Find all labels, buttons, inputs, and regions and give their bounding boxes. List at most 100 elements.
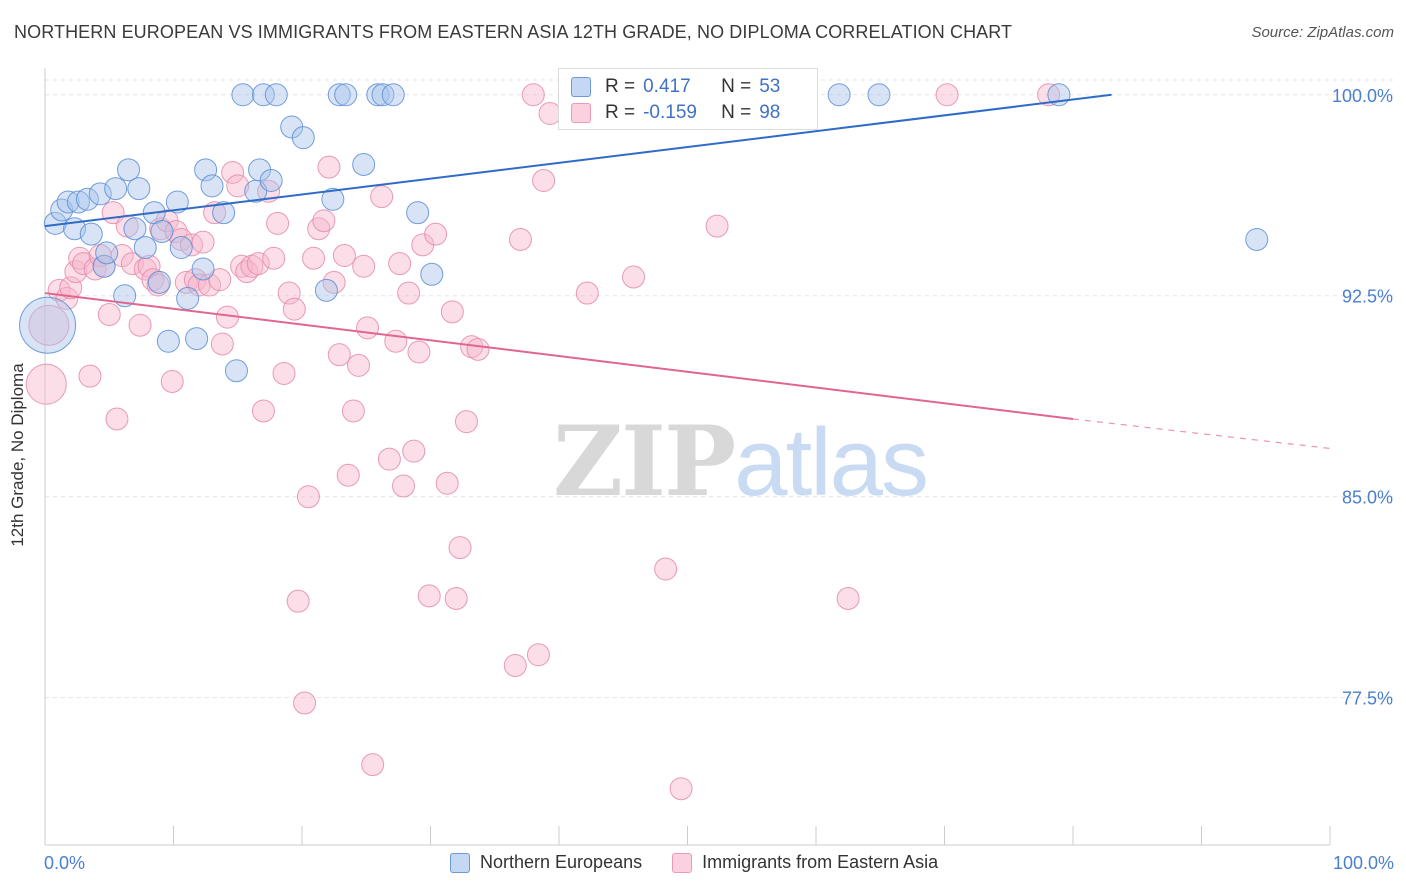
point-immigrants-eastern-asia: [356, 316, 380, 340]
gridlines: [45, 79, 1395, 699]
point-northern-europeans: [147, 270, 171, 294]
point-immigrants-eastern-asia: [521, 83, 545, 107]
point-northern-europeans: [165, 190, 189, 214]
point-northern-europeans: [352, 152, 376, 176]
point-northern-europeans: [321, 187, 345, 211]
point-northern-europeans: [291, 126, 315, 150]
point-immigrants-eastern-asia: [28, 304, 70, 346]
point-immigrants-eastern-asia: [466, 337, 490, 361]
point-northern-europeans: [371, 83, 395, 107]
point-immigrants-eastern-asia: [317, 155, 341, 179]
point-immigrants-eastern-asia: [347, 353, 371, 377]
stats-r-value: -0.159: [643, 102, 697, 123]
x-tick-label-min: 0.0%: [44, 853, 86, 873]
point-northern-europeans: [66, 190, 90, 214]
point-northern-europeans: [176, 286, 200, 310]
point-immigrants-eastern-asia: [448, 536, 472, 560]
y-tick-label: 85.0%: [1342, 488, 1393, 508]
point-northern-europeans: [75, 187, 99, 211]
point-immigrants-eastern-asia: [105, 407, 129, 431]
point-northern-europeans: [123, 217, 147, 241]
point-immigrants-eastern-asia: [272, 361, 296, 385]
point-immigrants-eastern-asia: [327, 343, 351, 367]
point-immigrants-eastern-asia: [654, 557, 678, 581]
legend-item-northern-europeans: Northern Europeans: [450, 852, 642, 873]
point-immigrants-eastern-asia: [262, 246, 286, 270]
point-immigrants-eastern-asia: [384, 329, 408, 353]
stats-legend: R = 0.417 N = 53 R = -0.159 N = 98: [558, 68, 818, 130]
point-northern-europeans: [334, 83, 358, 107]
legend-item-immigrants-eastern-asia: Immigrants from Eastern Asia: [672, 852, 938, 873]
point-northern-europeans: [327, 83, 351, 107]
point-immigrants-eastern-asia: [424, 222, 448, 246]
series-northern-europeans: [19, 80, 1269, 383]
point-immigrants-eastern-asia: [312, 209, 336, 233]
point-immigrants-eastern-asia: [302, 246, 326, 270]
point-northern-europeans: [19, 296, 77, 354]
point-immigrants-eastern-asia: [377, 447, 401, 471]
legend-label-northern-europeans: Northern Europeans: [480, 852, 643, 872]
point-northern-europeans: [117, 158, 141, 182]
point-immigrants-eastern-asia: [83, 257, 107, 281]
point-immigrants-eastern-asia: [341, 399, 365, 423]
point-immigrants-eastern-asia: [407, 340, 431, 364]
stats-n-value: 98: [759, 102, 781, 123]
point-immigrants-eastern-asia: [361, 753, 385, 777]
y-tick-label: 92.5%: [1342, 287, 1393, 307]
point-northern-europeans: [867, 83, 891, 107]
point-immigrants-eastern-asia: [210, 332, 234, 356]
trend-lines: [44, 93, 1331, 450]
point-immigrants-eastern-asia: [836, 587, 860, 611]
point-northern-europeans: [169, 236, 193, 260]
point-immigrants-eastern-asia: [208, 268, 232, 292]
point-immigrants-eastern-asia: [246, 252, 270, 276]
legend-swatch-pink: [672, 852, 693, 873]
point-immigrants-eastern-asia: [503, 653, 527, 677]
point-northern-europeans: [212, 201, 236, 225]
point-northern-europeans: [133, 236, 157, 260]
point-northern-europeans: [420, 262, 444, 286]
point-northern-europeans: [95, 241, 119, 265]
point-immigrants-eastern-asia: [78, 364, 102, 388]
point-immigrants-eastern-asia: [221, 160, 245, 184]
point-immigrants-eastern-asia: [669, 777, 693, 801]
point-immigrants-eastern-asia: [25, 363, 67, 405]
stats-r-label: R =: [605, 102, 636, 123]
point-northern-europeans: [251, 83, 275, 107]
point-immigrants-eastern-asia: [128, 313, 152, 337]
point-immigrants-eastern-asia: [454, 410, 478, 434]
point-immigrants-eastern-asia: [388, 252, 412, 276]
point-immigrants-eastern-asia: [332, 244, 356, 268]
point-immigrants-eastern-asia: [226, 174, 250, 198]
point-northern-europeans: [314, 278, 338, 302]
watermark: ZIPatlas: [553, 405, 929, 518]
point-immigrants-eastern-asia: [440, 300, 464, 324]
point-immigrants-eastern-asia: [160, 369, 184, 393]
point-immigrants-eastern-asia: [402, 439, 426, 463]
point-immigrants-eastern-asia: [97, 302, 121, 326]
point-immigrants-eastern-asia: [622, 265, 646, 289]
point-immigrants-eastern-asia: [336, 463, 360, 487]
trend-line-immigrants-eastern-asia-extension: [1072, 418, 1331, 450]
point-immigrants-eastern-asia: [251, 399, 275, 423]
point-northern-europeans: [79, 222, 103, 246]
point-immigrants-eastern-asia: [266, 211, 290, 235]
point-immigrants-eastern-asia: [203, 201, 227, 225]
point-immigrants-eastern-asia: [286, 589, 310, 613]
point-northern-europeans: [200, 174, 224, 198]
point-northern-europeans: [185, 327, 209, 351]
point-northern-europeans: [224, 359, 248, 383]
point-immigrants-eastern-asia: [935, 83, 959, 107]
watermark-atlas: atlas: [734, 409, 929, 516]
point-immigrants-eastern-asia: [444, 587, 468, 611]
x-tick-label-max: 100.0%: [1332, 853, 1394, 873]
point-northern-europeans: [156, 329, 180, 353]
legend-swatch-blue: [450, 852, 470, 873]
watermark-zip: ZIP: [553, 405, 736, 518]
point-northern-europeans: [231, 83, 255, 107]
stats-swatch-pink: [571, 103, 591, 123]
y-axis-title: 12th Grade, No Diploma: [8, 363, 27, 547]
point-northern-europeans: [88, 182, 112, 206]
stats-r-label: R =: [605, 76, 636, 97]
